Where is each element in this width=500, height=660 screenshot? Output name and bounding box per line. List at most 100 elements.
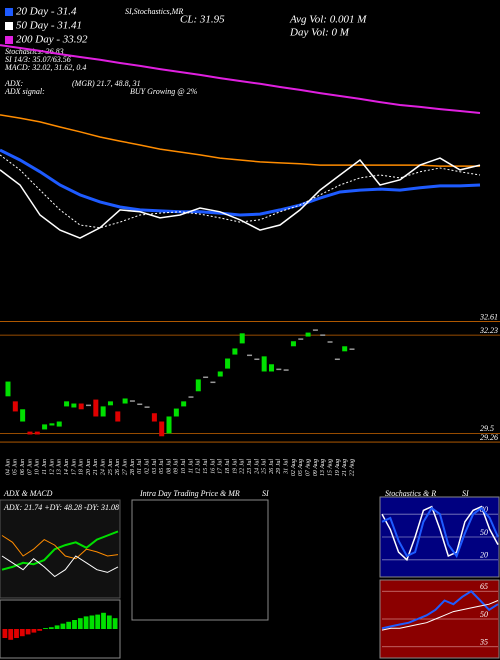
y-tick-label: 32.61 (479, 312, 498, 321)
candle (49, 423, 55, 426)
candle (232, 348, 238, 355)
bar (2, 629, 8, 638)
x-tick-label: 05 Aug (298, 459, 304, 476)
bar (77, 618, 83, 629)
x-tick-label: 19 Jul (232, 459, 238, 474)
candle (137, 403, 143, 406)
annotation: MACD: 32.02, 31.62, 0.4 (4, 63, 86, 72)
bar (83, 616, 89, 629)
bar (43, 628, 48, 629)
x-tick-label: 09 Aug (313, 459, 319, 476)
annotation: Avg Vol: 0.001 M (289, 14, 367, 26)
bar (14, 629, 19, 638)
x-tick-label: 12 Jul (196, 459, 202, 474)
candle (93, 399, 99, 417)
x-tick-label: 25 Jul (262, 459, 268, 474)
x-tick-label: 16 Jul (210, 459, 216, 474)
candle (342, 346, 348, 352)
candle (239, 333, 245, 344)
candle (225, 358, 231, 369)
bar (54, 625, 60, 629)
legend-label: 200 Day - 33.92 (16, 34, 88, 46)
candle (217, 371, 223, 377)
series-line (0, 44, 481, 114)
x-tick-label: 22 Jul (240, 459, 246, 474)
candle (290, 341, 296, 347)
candle (12, 401, 18, 412)
x-tick-label: 13 Jun (57, 459, 63, 475)
candle (166, 416, 172, 434)
x-tick-label: 19 Aug (335, 459, 341, 476)
bar (106, 615, 112, 629)
series-line (381, 506, 499, 559)
candle (247, 354, 253, 357)
candle (349, 348, 355, 350)
y-tick-label: 20 (480, 551, 488, 560)
candle (203, 376, 209, 379)
y-tick-label: 50 (480, 528, 488, 537)
x-tick-label: 18 Jul (225, 459, 231, 474)
series-line (0, 148, 481, 217)
legend-label: 50 Day - 31.41 (16, 20, 82, 32)
x-tick-label: 29 Jul (276, 459, 282, 474)
candle (115, 411, 121, 422)
bar (19, 629, 25, 637)
x-tick-label: 31 Jul (283, 459, 289, 475)
series-line (1, 535, 119, 560)
y-tick-label: 32.23 (479, 326, 498, 335)
candle (122, 398, 128, 404)
candle (5, 381, 11, 397)
legend-swatch (5, 22, 13, 30)
x-tick-label: 02 Jul (144, 459, 150, 474)
candle (100, 406, 106, 417)
x-tick-label: 07 Jun (27, 459, 33, 475)
candle (86, 404, 92, 407)
candle (64, 401, 70, 407)
bar (89, 615, 95, 629)
x-tick-label: 04 Jun (4, 459, 11, 475)
candle (56, 421, 62, 427)
x-tick-label: 11 Jul (188, 459, 194, 474)
series-line (0, 114, 480, 167)
legend-swatch (5, 8, 13, 16)
x-tick-label: 17 Jun (71, 459, 77, 475)
candle (159, 421, 165, 437)
x-tick-label: 03 Jul (152, 459, 158, 474)
x-tick-label: 07 Aug (305, 459, 311, 476)
x-tick-label: 11 Jun (42, 459, 48, 475)
annotation: Day Vol: 0 M (289, 27, 350, 39)
x-tick-label: 26 Jun (115, 459, 121, 475)
candle (195, 379, 201, 392)
annotation: ADX: (4, 79, 24, 88)
annotation: (MGR) 21.7, 48.8, 31 (72, 79, 141, 88)
x-tick-label: 25 Jun (108, 459, 114, 475)
annotation: SI 14/3: 35.07/63.56 (5, 55, 71, 64)
candle (261, 356, 267, 372)
candle (276, 368, 282, 371)
series-line (0, 154, 481, 229)
candle (27, 431, 33, 435)
candle (34, 431, 40, 435)
candle (129, 400, 135, 402)
series-line (1, 530, 119, 571)
x-tick-label: 15 Jul (203, 459, 209, 474)
candle (320, 334, 326, 336)
bar (95, 614, 101, 629)
candle (181, 401, 187, 407)
x-tick-label: 13 Aug (320, 459, 326, 476)
series-line (1, 555, 119, 578)
candle (254, 358, 260, 361)
x-tick-label: 08 Jul (166, 459, 172, 474)
panel-title: SI (462, 489, 469, 498)
x-tick-label: 24 Jun (99, 459, 106, 475)
candle (283, 369, 289, 371)
x-tick-label: 26 Jul (269, 459, 275, 474)
x-tick-label: 10 Jun (35, 459, 41, 475)
bar (31, 629, 37, 633)
candle (334, 358, 340, 361)
candle (312, 329, 318, 331)
y-tick-label: 35 (479, 638, 488, 647)
x-tick-label: 15 Aug (327, 459, 333, 476)
intraday-panel (131, 499, 269, 621)
